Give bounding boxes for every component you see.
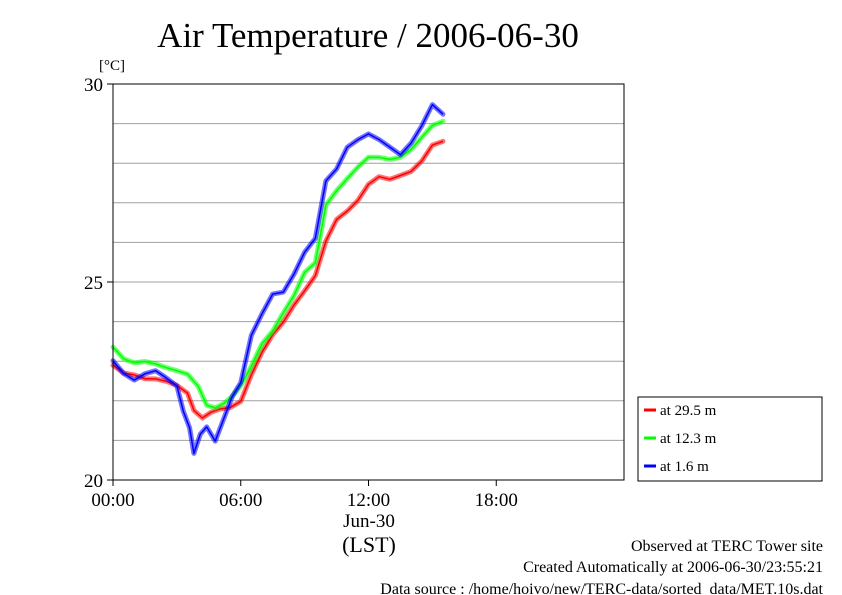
- series-line-core-at-1-6-m: [112, 103, 444, 455]
- y-tick-label: 30: [84, 75, 103, 96]
- y-tick-label: 20: [84, 471, 103, 492]
- footer-data-source: Data source : /home/hoivo/new/TERC-data/…: [380, 581, 823, 595]
- x-axis-label: Jun-30: [343, 511, 395, 532]
- x-axis-sublabel: (LST): [342, 532, 396, 557]
- legend: at 29.5 m at 12.3 m at 1.6 m: [637, 396, 823, 482]
- axis-ticks: 20 25 30 00:00 06:00 12:00 18:00: [84, 75, 518, 511]
- legend-label-at-12-3-m: at 12.3 m: [660, 431, 717, 447]
- x-tick-label: 18:00: [475, 490, 518, 511]
- x-tick-label: 12:00: [347, 490, 390, 511]
- footer-site: Observed at TERC Tower site: [631, 538, 823, 555]
- legend-label-at-29-5-m: at 29.5 m: [660, 403, 717, 419]
- grid-lines: [113, 123, 624, 441]
- x-tick-label: 06:00: [219, 490, 262, 511]
- series-line-at-12-3-m: [110, 118, 446, 411]
- chart-title: Air Temperature / 2006-06-30: [157, 16, 579, 55]
- series-line-core-at-12-3-m: [112, 120, 444, 409]
- legend-box: [637, 396, 823, 482]
- footer-created: Created Automatically at 2006-06-30/23:5…: [523, 559, 823, 576]
- legend-label-at-1-6-m: at 1.6 m: [660, 459, 709, 475]
- x-tick-label: 00:00: [91, 490, 134, 511]
- y-axis-unit: [°C]: [99, 58, 125, 74]
- data-series: [110, 102, 446, 456]
- y-tick-label: 25: [84, 273, 103, 294]
